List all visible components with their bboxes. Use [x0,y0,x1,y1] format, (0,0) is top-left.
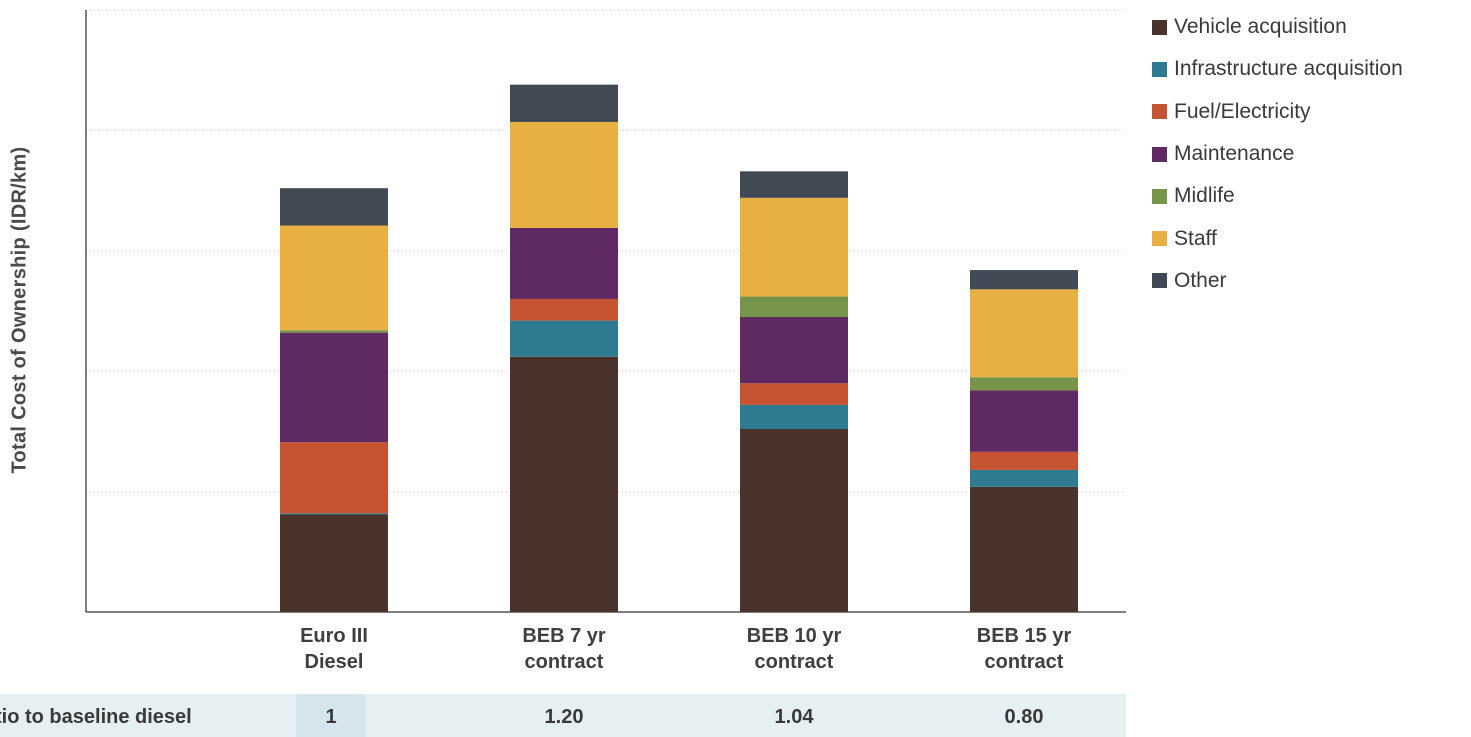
bar-segment-infrastructure-acquisition [970,469,1078,487]
ratio-value-beb-15yr: 0.80 [1004,706,1044,728]
x-tick-label: BEB 7 yr contract [522,625,606,673]
legend-swatch [1152,146,1167,162]
bar-segment-infrastructure-acquisition [740,404,848,429]
bar-segment-fuel-electricity [970,451,1078,470]
bar-segment-maintenance [970,390,1078,452]
bar-segment-other [280,188,388,226]
x-tick-label: BEB 10 yr contract [746,625,842,673]
bar-segment-staff [510,121,618,228]
bar-segment-staff [970,289,1078,378]
legend-item: Staff [1152,217,1403,259]
legend-swatch [1152,231,1167,247]
bar-segment-midlife [740,296,848,318]
bar-segment-vehicle-acquisition [740,428,848,612]
bar-segment-fuel-electricity [280,442,388,514]
legend-label: Maintenance [1174,142,1295,166]
bars [280,84,1078,612]
bar-segment-midlife [970,377,1078,391]
legend-item: Infrastructure acquisition [1152,48,1403,90]
x-tick-label: Euro III Diesel [300,625,368,673]
y-axis-label: Total Cost of Ownership (IDR/km) [8,146,31,474]
legend-swatch [1152,19,1167,35]
ratio-row-label: tio to baseline diesel [0,706,192,728]
ratio-row-background [0,694,1126,737]
bar-segment-vehicle-acquisition [970,486,1078,612]
legend-swatch [1152,188,1167,204]
bar-segment-staff [740,197,848,297]
legend-item: Vehicle acquisition [1152,6,1403,48]
legend-label: Vehicle acquisition [1174,15,1347,39]
legend-swatch [1152,273,1167,289]
bar-segment-infrastructure-acquisition [280,513,388,515]
ratio-value-euro-iii: 1 [325,706,337,728]
legend-label: Other [1174,268,1227,292]
bar-segment-vehicle-acquisition [510,356,618,612]
ratio-value-beb-10yr: 1.04 [774,706,814,728]
bar-segment-vehicle-acquisition [280,514,388,612]
bar-segment-fuel-electricity [510,298,618,321]
bar-segment-maintenance [740,317,848,384]
legend-label: Fuel/Electricity [1174,99,1311,123]
x-tick-label: BEB 15 yr contract [976,625,1072,673]
legend-swatch [1152,104,1167,120]
legend-label: Midlife [1174,184,1235,208]
legend-item: Maintenance [1152,133,1403,175]
legend-item: Other [1152,260,1403,302]
legend-label: Staff [1174,226,1217,250]
legend-item: Fuel/Electricity [1152,91,1403,133]
ratio-value-beb-7yr: 1.20 [544,706,584,728]
legend-swatch [1152,61,1167,77]
bar-segment-staff [280,225,388,331]
legend-label: Infrastructure acquisition [1174,57,1403,81]
bar-segment-maintenance [280,332,388,443]
legend: Vehicle acquisition Infrastructure acquis… [1152,6,1403,302]
bar-segment-midlife [280,330,388,333]
bar-segment-other [510,84,618,122]
bar-segment-maintenance [510,227,618,299]
bar-segment-infrastructure-acquisition [510,320,618,357]
bar-segment-other [740,171,848,198]
ratio-baseline-highlight [296,694,366,737]
bar-segment-fuel-electricity [740,383,848,405]
bar-segment-other [970,270,1078,290]
legend-item: Midlife [1152,175,1403,217]
